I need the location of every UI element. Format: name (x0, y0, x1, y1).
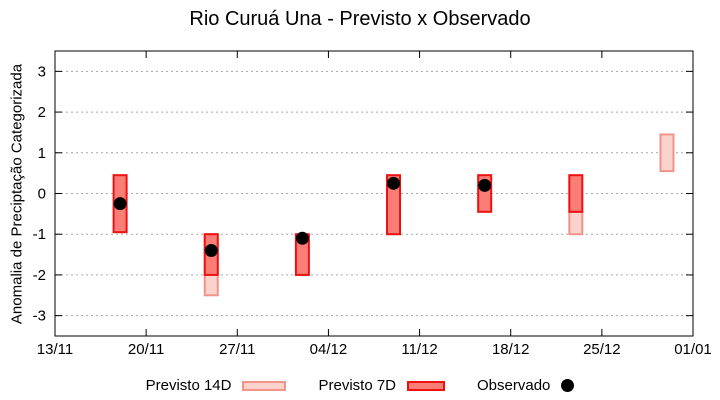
legend-swatch-previsto-7d-icon (407, 380, 446, 391)
y-tick-label: 1 (38, 145, 46, 162)
legend-swatch-previsto-14d-icon (242, 380, 287, 391)
legend-label-previsto-7d: Previsto 7D (318, 377, 397, 394)
observed-dot (113, 197, 127, 211)
legend-item-previsto-7d: Previsto 7D (318, 377, 446, 394)
y-tick-label: 3 (38, 63, 46, 80)
y-tick-label: 0 (38, 186, 46, 203)
forecast-7d-bar (568, 174, 584, 213)
y-tick-label: -2 (33, 267, 46, 284)
legend-label-observado: Observado (477, 377, 551, 394)
x-tick-label: 18/12 (492, 341, 530, 358)
forecast-14d-bar (568, 210, 584, 236)
y-tick-label: 2 (38, 104, 46, 121)
x-tick-label: 20/11 (128, 341, 164, 358)
x-tick-label: 27/11 (219, 341, 255, 358)
legend-item-observado: Observado (477, 377, 575, 394)
forecast-7d-bar (386, 174, 402, 236)
legend: Previsto 14D Previsto 7D Observado (0, 377, 720, 394)
x-tick-label: 04/12 (310, 341, 348, 358)
x-tick-label: 11/12 (401, 341, 437, 358)
observed-dot (295, 231, 309, 245)
legend-item-previsto-14d: Previsto 14D (146, 377, 287, 394)
observed-dot (387, 176, 401, 190)
legend-swatch-observado-icon (561, 379, 575, 392)
y-tick-label: -3 (33, 308, 46, 325)
observed-dot (478, 178, 492, 192)
observed-dot (204, 244, 218, 257)
x-tick-label: 13/11 (37, 341, 73, 358)
chart-title: Rio Curuá Una - Previsto x Observado (189, 8, 531, 30)
y-tick-label: -1 (33, 226, 46, 243)
x-tick-label: 01/01 (674, 341, 712, 358)
legend-label-previsto-14d: Previsto 14D (145, 377, 232, 394)
forecast-14d-bar (659, 133, 675, 173)
x-tick-label: 25/12 (583, 341, 621, 358)
